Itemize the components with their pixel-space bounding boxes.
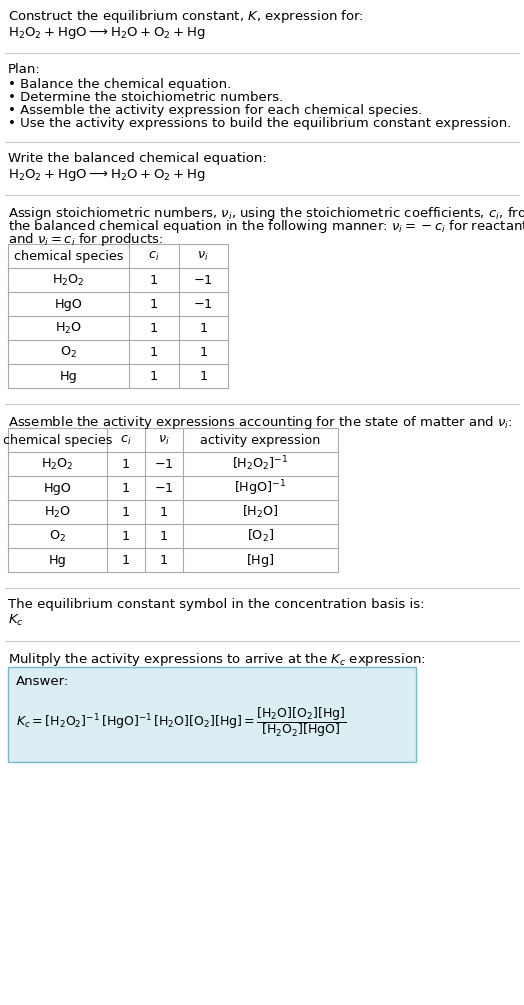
Text: 1: 1 bbox=[199, 346, 208, 359]
Text: 1: 1 bbox=[199, 370, 208, 383]
Text: 1: 1 bbox=[122, 554, 130, 567]
Text: $\mathrm{H_2O}$: $\mathrm{H_2O}$ bbox=[55, 321, 82, 336]
Text: Write the balanced chemical equation:: Write the balanced chemical equation: bbox=[8, 152, 267, 165]
Text: 1: 1 bbox=[150, 370, 158, 383]
Text: activity expression: activity expression bbox=[200, 433, 321, 446]
Text: $[\mathrm{O_2}]$: $[\mathrm{O_2}]$ bbox=[247, 528, 274, 544]
Text: • Use the activity expressions to build the equilibrium constant expression.: • Use the activity expressions to build … bbox=[8, 117, 511, 130]
Text: 1: 1 bbox=[160, 506, 168, 519]
Bar bbox=[8, 244, 228, 388]
Text: $\nu_i$: $\nu_i$ bbox=[158, 433, 170, 446]
Text: Assign stoichiometric numbers, $\nu_i$, using the stoichiometric coefficients, $: Assign stoichiometric numbers, $\nu_i$, … bbox=[8, 205, 524, 222]
Text: HgO: HgO bbox=[54, 297, 82, 311]
Text: $-1$: $-1$ bbox=[193, 273, 213, 286]
Text: Hg: Hg bbox=[60, 370, 78, 383]
Text: Mulitply the activity expressions to arrive at the $K_c$ expression:: Mulitply the activity expressions to arr… bbox=[8, 651, 426, 668]
Text: HgO: HgO bbox=[43, 481, 71, 494]
Text: $[\mathrm{H_2O_2}]^{-1}$: $[\mathrm{H_2O_2}]^{-1}$ bbox=[232, 454, 289, 473]
Text: 1: 1 bbox=[122, 457, 130, 470]
Text: Construct the equilibrium constant, $K$, expression for:: Construct the equilibrium constant, $K$,… bbox=[8, 8, 364, 25]
Text: $K_c$: $K_c$ bbox=[8, 613, 24, 628]
Text: The equilibrium constant symbol in the concentration basis is:: The equilibrium constant symbol in the c… bbox=[8, 598, 424, 611]
Text: $\mathrm{H_2O_2 + HgO \longrightarrow H_2O + O_2 + Hg}$: $\mathrm{H_2O_2 + HgO \longrightarrow H_… bbox=[8, 167, 206, 183]
Text: $\mathrm{O_2}$: $\mathrm{O_2}$ bbox=[49, 529, 66, 544]
Text: $\mathrm{H_2O_2}$: $\mathrm{H_2O_2}$ bbox=[41, 456, 74, 471]
Text: • Assemble the activity expression for each chemical species.: • Assemble the activity expression for e… bbox=[8, 104, 422, 117]
Text: $\nu_i$: $\nu_i$ bbox=[198, 249, 209, 262]
Text: $c_i$: $c_i$ bbox=[148, 249, 159, 262]
Text: $[\mathrm{HgO}]^{-1}$: $[\mathrm{HgO}]^{-1}$ bbox=[234, 478, 287, 497]
Text: 1: 1 bbox=[160, 554, 168, 567]
Text: • Determine the stoichiometric numbers.: • Determine the stoichiometric numbers. bbox=[8, 91, 283, 104]
Text: $\mathrm{H_2O_2 + HgO \longrightarrow H_2O + O_2 + Hg}$: $\mathrm{H_2O_2 + HgO \longrightarrow H_… bbox=[8, 25, 206, 41]
Text: 1: 1 bbox=[122, 481, 130, 494]
Text: • Balance the chemical equation.: • Balance the chemical equation. bbox=[8, 78, 231, 91]
Bar bbox=[8, 428, 338, 572]
Text: Answer:: Answer: bbox=[16, 675, 69, 688]
Text: chemical species: chemical species bbox=[3, 433, 112, 446]
Text: $c_i$: $c_i$ bbox=[120, 433, 132, 446]
Text: the balanced chemical equation in the following manner: $\nu_i = -c_i$ for react: the balanced chemical equation in the fo… bbox=[8, 218, 524, 235]
Text: $-1$: $-1$ bbox=[154, 481, 174, 494]
Text: $\mathrm{H_2O_2}$: $\mathrm{H_2O_2}$ bbox=[52, 272, 85, 287]
Text: $\mathrm{O_2}$: $\mathrm{O_2}$ bbox=[60, 345, 77, 360]
Text: $-1$: $-1$ bbox=[154, 457, 174, 470]
Text: $[\mathrm{H_2O}]$: $[\mathrm{H_2O}]$ bbox=[242, 504, 279, 520]
FancyBboxPatch shape bbox=[8, 667, 416, 762]
Text: chemical species: chemical species bbox=[14, 249, 123, 262]
Text: 1: 1 bbox=[150, 346, 158, 359]
Text: $K_c = [\mathrm{H_2O_2}]^{-1}\,[\mathrm{HgO}]^{-1}\,[\mathrm{H_2O}][\mathrm{O_2}: $K_c = [\mathrm{H_2O_2}]^{-1}\,[\mathrm{… bbox=[16, 705, 346, 739]
Text: Plan:: Plan: bbox=[8, 63, 41, 76]
Text: Assemble the activity expressions accounting for the state of matter and $\nu_i$: Assemble the activity expressions accoun… bbox=[8, 414, 512, 431]
Text: 1: 1 bbox=[160, 530, 168, 543]
Text: 1: 1 bbox=[150, 273, 158, 286]
Text: 1: 1 bbox=[150, 322, 158, 335]
Text: $-1$: $-1$ bbox=[193, 297, 213, 311]
Text: 1: 1 bbox=[150, 297, 158, 311]
Text: $\mathrm{H_2O}$: $\mathrm{H_2O}$ bbox=[44, 505, 71, 520]
Text: 1: 1 bbox=[199, 322, 208, 335]
Text: Hg: Hg bbox=[49, 554, 67, 567]
Text: and $\nu_i = c_i$ for products:: and $\nu_i = c_i$ for products: bbox=[8, 231, 163, 248]
Text: $[\mathrm{Hg}]$: $[\mathrm{Hg}]$ bbox=[246, 552, 275, 569]
Text: 1: 1 bbox=[122, 530, 130, 543]
Text: 1: 1 bbox=[122, 506, 130, 519]
